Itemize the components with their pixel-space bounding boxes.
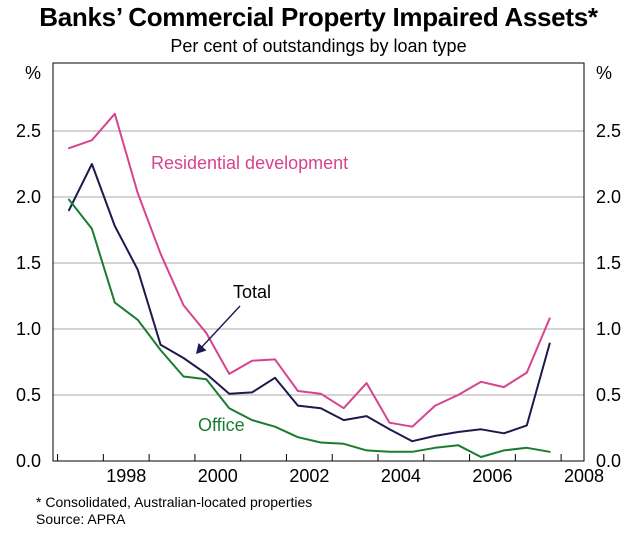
axis-labels: % % 0.0 0.0 0.5 0.5 1.0 1.0 1.5 1.5 2.0 2.0 2.5 2.5… bbox=[16, 63, 621, 486]
x-tick-label-2006: 2006 bbox=[472, 466, 512, 486]
total-arrow-line bbox=[199, 305, 241, 350]
series-line-total bbox=[68, 163, 551, 443]
x-tick-label-2000: 2000 bbox=[198, 466, 238, 486]
y-tick-label-right: 0.0 bbox=[596, 451, 621, 471]
total-label: Total bbox=[233, 282, 271, 302]
total-arrow-head bbox=[196, 343, 207, 354]
series-annotations: Residential development Total Office bbox=[151, 153, 348, 435]
y-tick-label-right: 1.0 bbox=[596, 319, 621, 339]
y-tick-label-left: 2.5 bbox=[16, 121, 41, 141]
x-tick-label-2004: 2004 bbox=[381, 466, 421, 486]
gridlines bbox=[53, 130, 584, 396]
y-tick-label-left: 2.0 bbox=[16, 187, 41, 207]
y-tick-label-right: 0.5 bbox=[596, 385, 621, 405]
office-label: Office bbox=[198, 415, 245, 435]
y-tick-label-right: 2.5 bbox=[596, 121, 621, 141]
chart-title: Banks’ Commercial Property Impaired Asse… bbox=[39, 2, 598, 32]
y-tick-label-right: 2.0 bbox=[596, 187, 621, 207]
y-axis-unit-right: % bbox=[596, 63, 612, 83]
x-tick-label-2002: 2002 bbox=[289, 466, 329, 486]
footnote-source: Source: APRA bbox=[36, 511, 126, 527]
series-lines bbox=[68, 112, 551, 458]
y-tick-label-right: 1.5 bbox=[596, 253, 621, 273]
footnote: * Consolidated, Australian-located prope… bbox=[36, 494, 312, 528]
plot-frame bbox=[52, 62, 585, 462]
y-tick-label-left: 1.5 bbox=[16, 253, 41, 273]
y-tick-label-left: 0.5 bbox=[16, 385, 41, 405]
tick-marks bbox=[57, 454, 562, 461]
y-tick-label-left: 0.0 bbox=[16, 451, 41, 471]
chart-subtitle: Per cent of outstandings by loan type bbox=[170, 36, 467, 56]
residential-development-label: Residential development bbox=[151, 153, 348, 173]
series-line-residential-development bbox=[68, 112, 551, 428]
y-axis-unit-left: % bbox=[25, 63, 41, 83]
series-line-office bbox=[68, 198, 551, 458]
x-tick-label-1998: 1998 bbox=[106, 466, 146, 486]
footnote-note: * Consolidated, Australian-located prope… bbox=[36, 494, 313, 510]
x-tick-label-2008: 2008 bbox=[564, 466, 604, 486]
y-tick-label-left: 1.0 bbox=[16, 319, 41, 339]
